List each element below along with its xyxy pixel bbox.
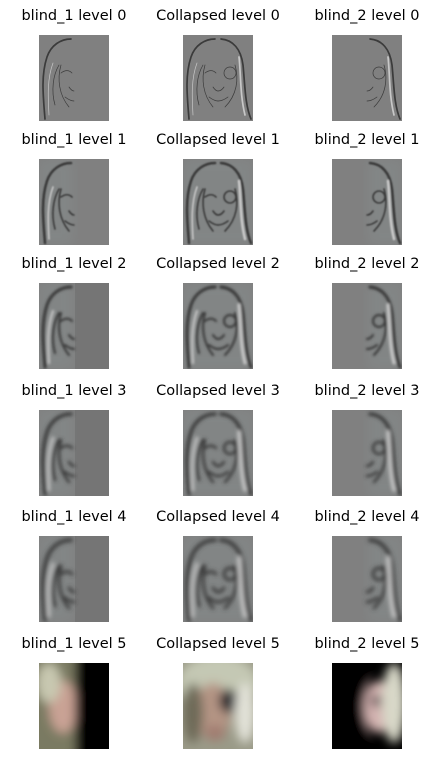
panel-title: blind_1 level 1 bbox=[21, 132, 127, 148]
panel-title: Collapsed level 4 bbox=[156, 509, 280, 525]
panel-collapsed-level-0: Collapsed level 0 bbox=[148, 6, 288, 126]
panel-image bbox=[39, 35, 109, 121]
panel-collapsed-level-3: Collapsed level 3 bbox=[148, 381, 288, 501]
panel-image bbox=[332, 159, 402, 245]
blind1-level-2-image bbox=[39, 283, 109, 369]
panel-title: blind_2 level 1 bbox=[314, 132, 420, 148]
blind2-level-5-image bbox=[332, 663, 402, 749]
panel-image bbox=[39, 159, 109, 245]
panel-blind1-level-5: blind_1 level 5 bbox=[4, 634, 144, 754]
panel-title: blind_2 level 4 bbox=[314, 509, 420, 525]
blind1-level-0-image bbox=[39, 35, 109, 121]
blind1-level-4-image bbox=[39, 536, 109, 622]
panel-title: Collapsed level 0 bbox=[156, 8, 280, 24]
panel-title: Collapsed level 3 bbox=[156, 383, 280, 399]
panel-blind2-level-2: blind_2 level 2 bbox=[297, 254, 434, 374]
panel-image bbox=[332, 35, 402, 121]
collapsed-level-0-image bbox=[183, 35, 253, 121]
blind2-level-1-image bbox=[332, 159, 402, 245]
panel-blind1-level-2: blind_1 level 2 bbox=[4, 254, 144, 374]
panel-title: Collapsed level 2 bbox=[156, 256, 280, 272]
panel-blind2-level-4: blind_2 level 4 bbox=[297, 507, 434, 627]
panel-image bbox=[332, 283, 402, 369]
panel-image bbox=[332, 536, 402, 622]
panel-image bbox=[183, 663, 253, 749]
panel-collapsed-level-5: Collapsed level 5 bbox=[148, 634, 288, 754]
panel-title: blind_2 level 5 bbox=[314, 636, 420, 652]
panel-image bbox=[183, 159, 253, 245]
panel-title: blind_1 level 4 bbox=[21, 509, 127, 525]
panel-image bbox=[332, 663, 402, 749]
panel-blind1-level-0: blind_1 level 0 bbox=[4, 6, 144, 126]
blind2-level-0-image bbox=[332, 35, 402, 121]
panel-blind2-level-0: blind_2 level 0 bbox=[297, 6, 434, 126]
panel-title: blind_1 level 0 bbox=[21, 8, 127, 24]
panel-blind1-level-1: blind_1 level 1 bbox=[4, 130, 144, 250]
panel-blind2-level-3: blind_2 level 3 bbox=[297, 381, 434, 501]
panel-image bbox=[39, 663, 109, 749]
panel-blind2-level-5: blind_2 level 5 bbox=[297, 634, 434, 754]
blind2-level-3-image bbox=[332, 410, 402, 496]
panel-image bbox=[39, 410, 109, 496]
panel-blind1-level-3: blind_1 level 3 bbox=[4, 381, 144, 501]
blind2-level-2-image bbox=[332, 283, 402, 369]
collapsed-level-2-image bbox=[183, 283, 253, 369]
panel-title: blind_1 level 2 bbox=[21, 256, 127, 272]
panel-image bbox=[183, 536, 253, 622]
panel-collapsed-level-4: Collapsed level 4 bbox=[148, 507, 288, 627]
panel-title: blind_1 level 3 bbox=[21, 383, 127, 399]
panel-image bbox=[332, 410, 402, 496]
blind1-level-5-image bbox=[39, 663, 109, 749]
panel-title: blind_1 level 5 bbox=[21, 636, 127, 652]
panel-blind1-level-4: blind_1 level 4 bbox=[4, 507, 144, 627]
blind2-level-4-image bbox=[332, 536, 402, 622]
panel-image bbox=[183, 410, 253, 496]
panel-title: Collapsed level 5 bbox=[156, 636, 280, 652]
collapsed-level-3-image bbox=[183, 410, 253, 496]
panel-collapsed-level-2: Collapsed level 2 bbox=[148, 254, 288, 374]
panel-title: blind_2 level 2 bbox=[314, 256, 420, 272]
collapsed-level-5-image bbox=[183, 663, 253, 749]
blind1-level-1-image bbox=[39, 159, 109, 245]
panel-image bbox=[39, 536, 109, 622]
collapsed-level-1-image bbox=[183, 159, 253, 245]
panel-image bbox=[183, 35, 253, 121]
panel-title: blind_2 level 0 bbox=[314, 8, 420, 24]
panel-title: Collapsed level 1 bbox=[156, 132, 280, 148]
panel-collapsed-level-1: Collapsed level 1 bbox=[148, 130, 288, 250]
panel-image bbox=[183, 283, 253, 369]
panel-blind2-level-1: blind_2 level 1 bbox=[297, 130, 434, 250]
panel-title: blind_2 level 3 bbox=[314, 383, 420, 399]
blind1-level-3-image bbox=[39, 410, 109, 496]
collapsed-level-4-image bbox=[183, 536, 253, 622]
panel-image bbox=[39, 283, 109, 369]
